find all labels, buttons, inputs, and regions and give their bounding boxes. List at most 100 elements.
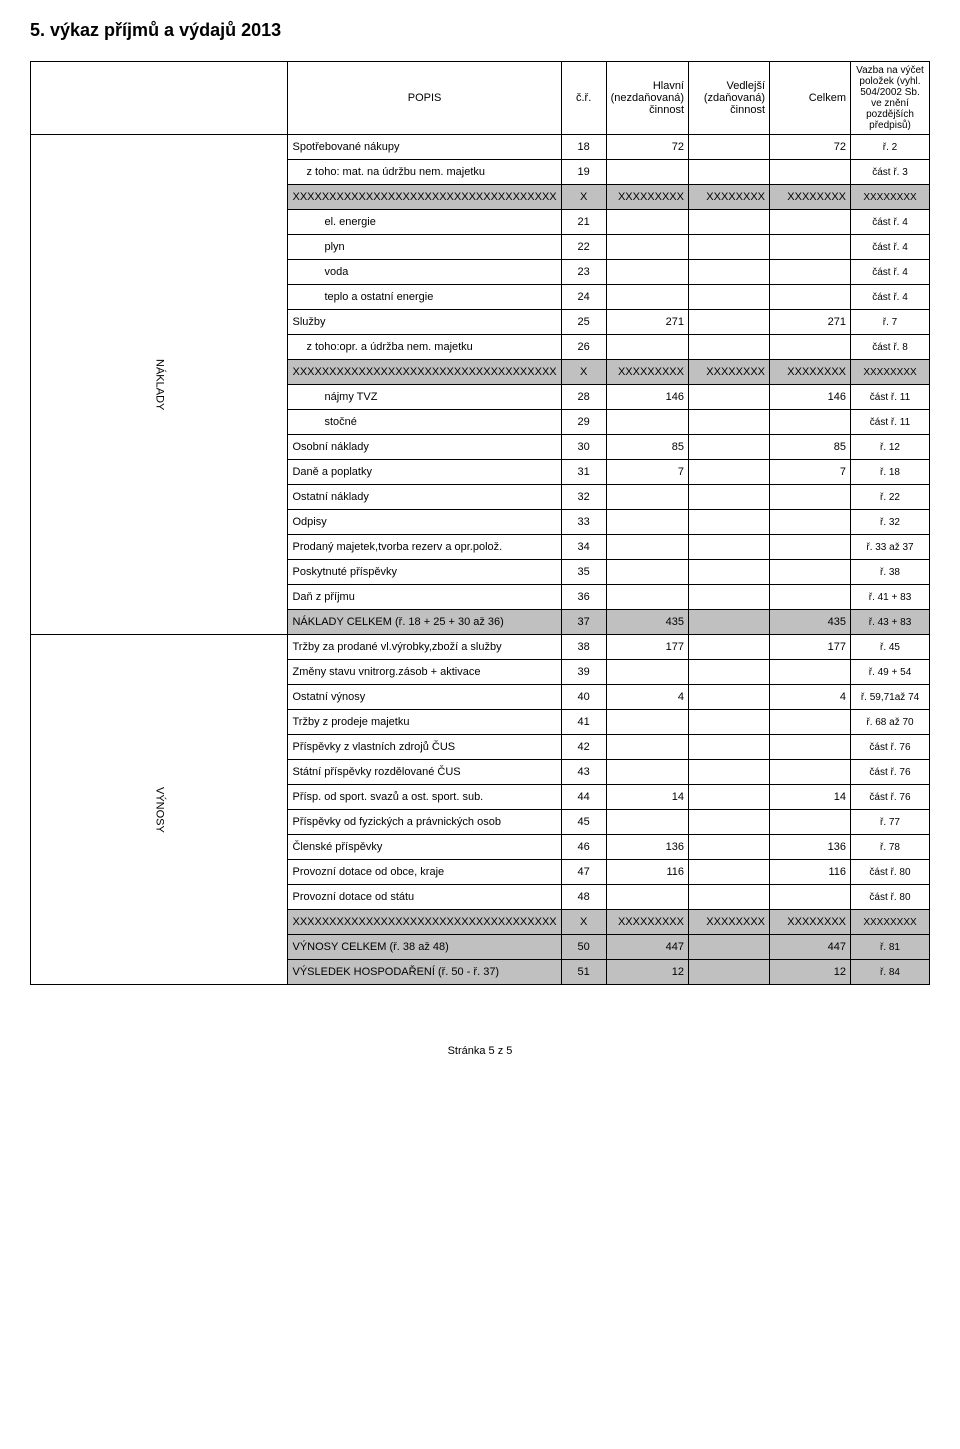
row-value-2 — [689, 585, 770, 610]
row-value-2 — [689, 210, 770, 235]
row-number: X — [561, 360, 606, 385]
row-value-2 — [689, 310, 770, 335]
row-value-1: 447 — [606, 935, 688, 960]
row-label: Provozní dotace od státu — [288, 885, 561, 910]
row-number: 44 — [561, 785, 606, 810]
row-value-1 — [606, 660, 688, 685]
row-value-2 — [689, 885, 770, 910]
table-row: NÁKLADYSpotřebované nákupy187272ř. 2 — [31, 135, 930, 160]
row-value-2 — [689, 760, 770, 785]
row-value-2 — [689, 160, 770, 185]
row-ref: ř. 78 — [851, 835, 930, 860]
row-value-3: 72 — [770, 135, 851, 160]
row-value-3: 146 — [770, 385, 851, 410]
row-number: 30 — [561, 435, 606, 460]
row-value-1 — [606, 335, 688, 360]
row-ref: ř. 59,71až 74 — [851, 685, 930, 710]
row-label: Ostatní výnosy — [288, 685, 561, 710]
row-ref: ř. 18 — [851, 460, 930, 485]
row-number: 42 — [561, 735, 606, 760]
row-value-2 — [689, 610, 770, 635]
row-value-1: XXXXXXXXX — [606, 185, 688, 210]
row-value-2: XXXXXXXX — [689, 360, 770, 385]
row-value-1 — [606, 285, 688, 310]
row-label: Služby — [288, 310, 561, 335]
row-number: 39 — [561, 660, 606, 685]
row-value-3: 116 — [770, 860, 851, 885]
row-ref: ř. 33 až 37 — [851, 535, 930, 560]
row-label: el. energie — [288, 210, 561, 235]
row-value-1: XXXXXXXXX — [606, 910, 688, 935]
row-value-1 — [606, 485, 688, 510]
row-value-2: XXXXXXXX — [689, 185, 770, 210]
row-label: teplo a ostatní energie — [288, 285, 561, 310]
row-value-1 — [606, 535, 688, 560]
row-value-2 — [689, 460, 770, 485]
row-number: 24 — [561, 285, 606, 310]
row-number: 45 — [561, 810, 606, 835]
row-value-3 — [770, 510, 851, 535]
row-value-3 — [770, 885, 851, 910]
row-number: 50 — [561, 935, 606, 960]
row-ref: ř. 77 — [851, 810, 930, 835]
row-number: 26 — [561, 335, 606, 360]
row-number: 51 — [561, 960, 606, 985]
row-label: z toho:opr. a údržba nem. majetku — [288, 335, 561, 360]
row-ref: část ř. 11 — [851, 410, 930, 435]
row-label: nájmy TVZ — [288, 385, 561, 410]
row-number: 31 — [561, 460, 606, 485]
row-value-1: 12 — [606, 960, 688, 985]
row-value-3 — [770, 485, 851, 510]
row-number: 19 — [561, 160, 606, 185]
row-number: X — [561, 910, 606, 935]
row-label: Provozní dotace od obce, kraje — [288, 860, 561, 885]
header-popis: POPIS — [288, 62, 561, 135]
row-number: 34 — [561, 535, 606, 560]
row-ref: část ř. 80 — [851, 860, 930, 885]
row-label: Ostatní náklady — [288, 485, 561, 510]
row-label: Daň z příjmu — [288, 585, 561, 610]
row-value-2 — [689, 935, 770, 960]
row-number: 33 — [561, 510, 606, 535]
row-value-3 — [770, 535, 851, 560]
row-ref: ř. 22 — [851, 485, 930, 510]
row-number: 46 — [561, 835, 606, 860]
header-empty — [31, 62, 288, 135]
row-value-1 — [606, 235, 688, 260]
row-value-3 — [770, 335, 851, 360]
row-value-2 — [689, 685, 770, 710]
row-label: Tržby z prodeje majetku — [288, 710, 561, 735]
row-number: 18 — [561, 135, 606, 160]
row-ref: ř. 49 + 54 — [851, 660, 930, 685]
row-value-3: 85 — [770, 435, 851, 460]
row-value-3 — [770, 160, 851, 185]
row-label: NÁKLADY CELKEM (ř. 18 + 25 + 30 až 36) — [288, 610, 561, 635]
row-value-3: XXXXXXXX — [770, 360, 851, 385]
row-label: Příspěvky od fyzických a právnických oso… — [288, 810, 561, 835]
row-number: 23 — [561, 260, 606, 285]
row-value-3 — [770, 235, 851, 260]
row-number: X — [561, 185, 606, 210]
row-value-2 — [689, 710, 770, 735]
header-celkem: Celkem — [770, 62, 851, 135]
row-number: 48 — [561, 885, 606, 910]
page-footer: Stránka 5 z 5 — [30, 1045, 930, 1057]
row-number: 41 — [561, 710, 606, 735]
row-value-3 — [770, 810, 851, 835]
row-value-2 — [689, 860, 770, 885]
row-value-2 — [689, 435, 770, 460]
row-ref: XXXXXXXX — [851, 360, 930, 385]
row-value-1: 136 — [606, 835, 688, 860]
row-label: VÝNOSY CELKEM (ř. 38 až 48) — [288, 935, 561, 960]
row-ref: ř. 2 — [851, 135, 930, 160]
row-label: XXXXXXXXXXXXXXXXXXXXXXXXXXXXXXXXXXXX — [288, 910, 561, 935]
row-value-2 — [689, 285, 770, 310]
row-value-1 — [606, 735, 688, 760]
row-value-1 — [606, 160, 688, 185]
row-value-2 — [689, 660, 770, 685]
row-number: 32 — [561, 485, 606, 510]
row-value-2 — [689, 260, 770, 285]
row-value-3 — [770, 710, 851, 735]
header-row: POPIS č.ř. Hlavní (nezdaňovaná) činnost … — [31, 62, 930, 135]
row-ref: ř. 32 — [851, 510, 930, 535]
